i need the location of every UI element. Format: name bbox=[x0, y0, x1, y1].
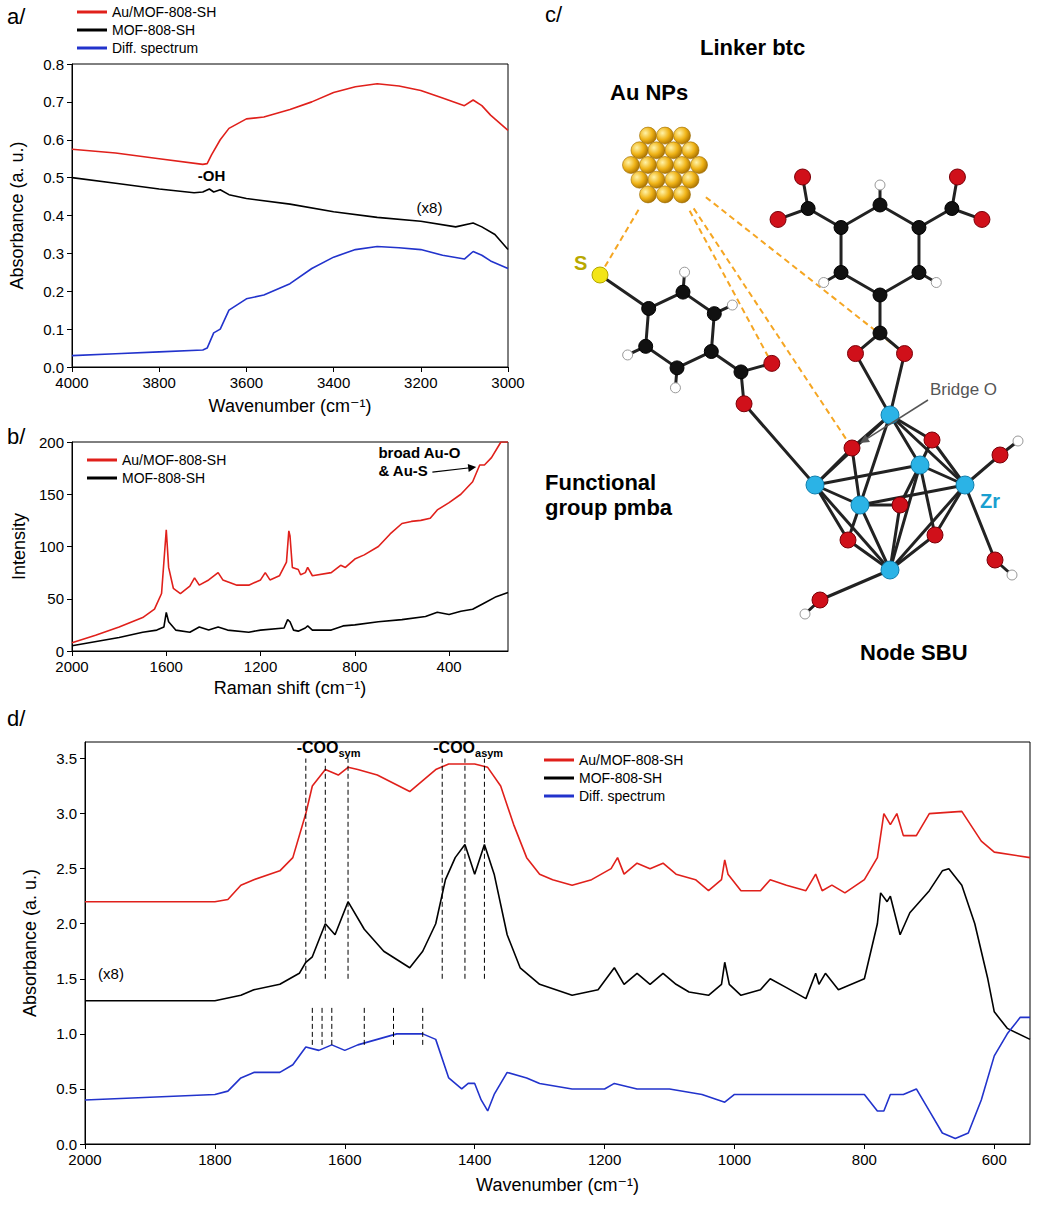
html-text:S: S bbox=[574, 252, 588, 274]
svg-text:0.8: 0.8 bbox=[43, 56, 64, 73]
svg-text:b/: b/ bbox=[7, 424, 26, 449]
html-text:Linker btc: Linker btc bbox=[700, 35, 806, 60]
svg-text:3400: 3400 bbox=[317, 374, 350, 391]
svg-text:0.0: 0.0 bbox=[43, 359, 64, 376]
html-text:Au NPs: Au NPs bbox=[610, 80, 689, 105]
svg-text:0.0: 0.0 bbox=[56, 1136, 77, 1153]
svg-text:50: 50 bbox=[47, 590, 64, 607]
svg-text:1200: 1200 bbox=[588, 1151, 621, 1168]
svg-text:0: 0 bbox=[56, 643, 64, 660]
html-text:Bridge O: Bridge O bbox=[930, 380, 998, 399]
svg-text:Au/MOF-808-SH: Au/MOF-808-SH bbox=[579, 752, 683, 768]
svg-text:2.5: 2.5 bbox=[56, 860, 77, 877]
svg-text:0.2: 0.2 bbox=[43, 283, 64, 300]
svg-text:150: 150 bbox=[39, 486, 64, 503]
svg-text:MOF-808-SH: MOF-808-SH bbox=[122, 470, 205, 486]
svg-text:1600: 1600 bbox=[328, 1151, 361, 1168]
svg-text:1.5: 1.5 bbox=[56, 970, 77, 987]
svg-text:Diff. spectrum: Diff. spectrum bbox=[112, 40, 198, 56]
svg-text:3200: 3200 bbox=[404, 374, 437, 391]
svg-text:broad Au-O: broad Au-O bbox=[378, 444, 460, 461]
svg-text:Raman shift (cm⁻¹): Raman shift (cm⁻¹) bbox=[214, 678, 367, 698]
svg-text:Absorbance (a. u.): Absorbance (a. u.) bbox=[20, 869, 40, 1017]
svg-text:4000: 4000 bbox=[55, 374, 88, 391]
svg-text:2000: 2000 bbox=[68, 1151, 101, 1168]
html-text:Functional group pmba: Functional group pmba bbox=[545, 470, 673, 521]
svg-text:3.0: 3.0 bbox=[56, 805, 77, 822]
svg-text:0.4: 0.4 bbox=[43, 207, 64, 224]
svg-text:Intensity: Intensity bbox=[9, 513, 29, 580]
svg-text:3600: 3600 bbox=[230, 374, 263, 391]
html-text:c/: c/ bbox=[545, 2, 563, 27]
svg-text:d/: d/ bbox=[7, 706, 26, 731]
svg-text:800: 800 bbox=[852, 1151, 877, 1168]
html-text:Node SBU: Node SBU bbox=[860, 640, 968, 665]
svg-text:0.3: 0.3 bbox=[43, 245, 64, 262]
svg-text:0.7: 0.7 bbox=[43, 93, 64, 110]
svg-text:& Au-S: & Au-S bbox=[378, 462, 427, 479]
svg-text:0.6: 0.6 bbox=[43, 131, 64, 148]
svg-text:sym: sym bbox=[338, 747, 360, 759]
svg-text:Absorbance (a. u.): Absorbance (a. u.) bbox=[7, 141, 27, 289]
svg-text:0.5: 0.5 bbox=[43, 169, 64, 186]
svg-text:asym: asym bbox=[475, 747, 503, 759]
svg-text:(x8): (x8) bbox=[98, 965, 124, 982]
svg-text:3.5: 3.5 bbox=[56, 750, 77, 767]
svg-text:-COO: -COO bbox=[433, 739, 475, 756]
svg-text:2000: 2000 bbox=[55, 658, 88, 675]
svg-text:1000: 1000 bbox=[718, 1151, 751, 1168]
svg-text:Au/MOF-808-SH: Au/MOF-808-SH bbox=[112, 4, 216, 20]
svg-text:Wavenumber (cm⁻¹): Wavenumber (cm⁻¹) bbox=[476, 1175, 639, 1195]
html-text:Zr: Zr bbox=[980, 490, 1000, 512]
svg-text:1800: 1800 bbox=[198, 1151, 231, 1168]
svg-text:0.1: 0.1 bbox=[43, 321, 64, 338]
svg-text:MOF-808-SH: MOF-808-SH bbox=[579, 770, 662, 786]
svg-text:0.5: 0.5 bbox=[56, 1080, 77, 1097]
svg-text:3000: 3000 bbox=[491, 374, 524, 391]
svg-text:a/: a/ bbox=[7, 4, 26, 29]
svg-text:3800: 3800 bbox=[143, 374, 176, 391]
svg-text:Au/MOF-808-SH: Au/MOF-808-SH bbox=[122, 452, 226, 468]
svg-text:400: 400 bbox=[437, 658, 462, 675]
svg-text:100: 100 bbox=[39, 538, 64, 555]
svg-text:-OH: -OH bbox=[198, 167, 226, 184]
svg-text:(x8): (x8) bbox=[417, 199, 443, 216]
svg-text:600: 600 bbox=[982, 1151, 1007, 1168]
svg-text:800: 800 bbox=[342, 658, 367, 675]
svg-text:200: 200 bbox=[39, 434, 64, 451]
svg-text:1400: 1400 bbox=[458, 1151, 491, 1168]
svg-text:1200: 1200 bbox=[244, 658, 277, 675]
svg-text:Wavenumber (cm⁻¹): Wavenumber (cm⁻¹) bbox=[209, 396, 372, 416]
svg-text:-COO: -COO bbox=[297, 739, 339, 756]
svg-text:Diff. spectrum: Diff. spectrum bbox=[579, 788, 665, 804]
svg-text:1.0: 1.0 bbox=[56, 1025, 77, 1042]
svg-text:1600: 1600 bbox=[150, 658, 183, 675]
svg-text:MOF-808-SH: MOF-808-SH bbox=[112, 22, 195, 38]
svg-text:2.0: 2.0 bbox=[56, 915, 77, 932]
